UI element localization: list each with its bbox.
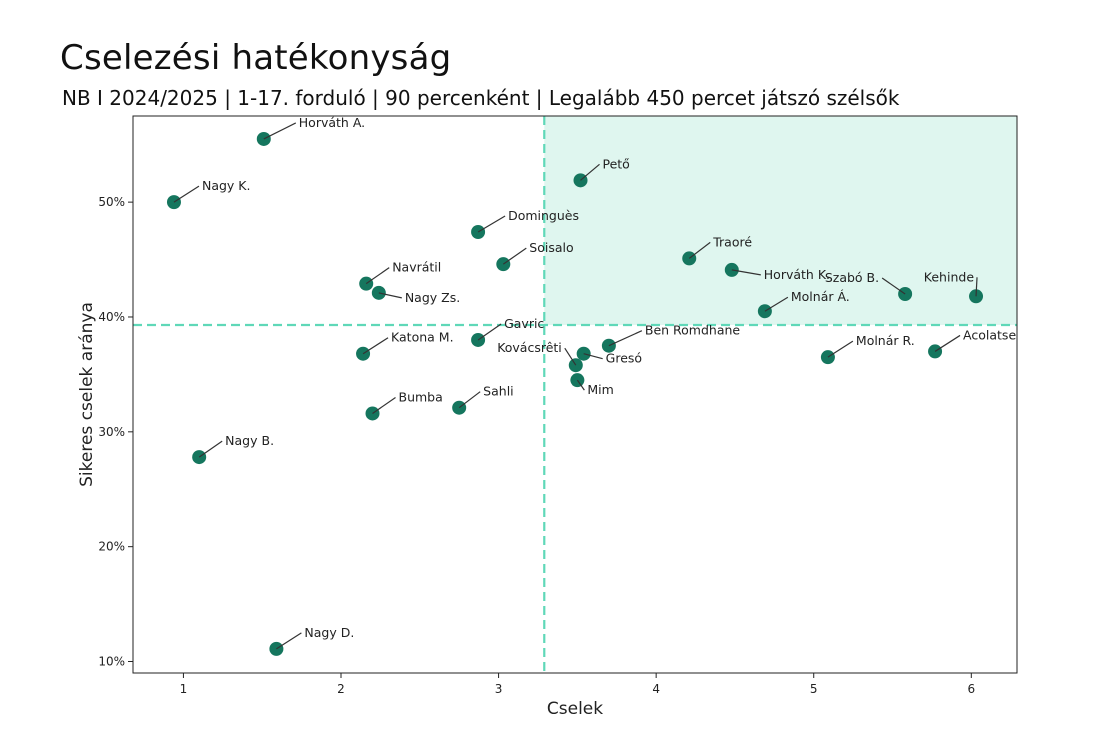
point-label: Pető bbox=[603, 156, 630, 171]
point-label: Bumba bbox=[399, 389, 443, 404]
label-leader-line bbox=[263, 122, 297, 140]
point-label: Acolatse bbox=[963, 327, 1016, 342]
x-tick-label: 4 bbox=[652, 682, 660, 696]
point-label: Sahli bbox=[483, 384, 513, 399]
x-tick-label: 6 bbox=[967, 682, 975, 696]
label-leader-line bbox=[173, 185, 200, 203]
point-label: Katona M. bbox=[391, 330, 454, 345]
label-leader-line bbox=[827, 340, 854, 358]
point-label: Soisalo bbox=[529, 240, 573, 255]
point-label: Horváth A. bbox=[299, 115, 365, 130]
point-label: Ben Romdhane bbox=[645, 323, 741, 338]
label-leader-line bbox=[881, 277, 906, 295]
label-leader-line bbox=[276, 632, 302, 650]
x-tick-label: 3 bbox=[495, 682, 503, 696]
label-leader-line bbox=[934, 334, 961, 352]
point-label: Traoré bbox=[712, 234, 752, 249]
chart-subtitle: NB I 2024/2025 | 1-17. forduló | 90 perc… bbox=[62, 86, 900, 110]
point-label: Horváth K. bbox=[764, 267, 830, 282]
label-leader-line bbox=[576, 379, 585, 391]
label-leader-line bbox=[477, 215, 506, 233]
label-leader-line bbox=[372, 396, 396, 414]
chart-title: Cselezési hatékonyság bbox=[60, 38, 452, 78]
point-label: Nagy Zs. bbox=[405, 290, 460, 305]
x-tick-label: 1 bbox=[180, 682, 188, 696]
x-tick-label: 2 bbox=[337, 682, 345, 696]
label-leader-line bbox=[764, 296, 789, 312]
plot-frame bbox=[132, 115, 1018, 674]
point-label: Gresó bbox=[606, 351, 642, 366]
x-tick-label: 5 bbox=[810, 682, 818, 696]
label-leader-line bbox=[362, 337, 389, 355]
point-label: Dominguès bbox=[508, 208, 579, 223]
point-label: Nagy K. bbox=[202, 178, 251, 193]
label-leader-line bbox=[564, 347, 577, 366]
label-leader-line bbox=[365, 267, 390, 285]
y-tick-label: 40% bbox=[98, 310, 125, 324]
label-leader-line bbox=[458, 391, 481, 409]
point-label: Szabó B. bbox=[825, 270, 879, 285]
point-label: Nagy B. bbox=[225, 433, 274, 448]
highlight-quadrant bbox=[544, 116, 1017, 326]
label-leader-line bbox=[731, 269, 761, 276]
x-axis-label: Cselek bbox=[547, 699, 603, 719]
point-label: Kehinde bbox=[924, 269, 975, 284]
y-tick-label: 30% bbox=[98, 425, 125, 439]
y-tick-label: 50% bbox=[98, 195, 125, 209]
y-tick-label: 20% bbox=[98, 540, 125, 554]
label-leader-line bbox=[608, 330, 643, 347]
point-label: Mim bbox=[587, 382, 613, 397]
point-label: Molnár Á. bbox=[791, 289, 850, 304]
label-leader-line bbox=[378, 292, 402, 299]
label-leader-line bbox=[583, 353, 603, 360]
y-tick-label: 10% bbox=[98, 655, 125, 669]
label-leader-line bbox=[502, 247, 527, 265]
point-label: Molnár R. bbox=[856, 333, 915, 348]
point-label: Gavric bbox=[504, 316, 544, 331]
label-leader-line bbox=[580, 163, 600, 181]
point-label: Navrátil bbox=[392, 260, 441, 275]
point-label: Kovácsrêti bbox=[497, 340, 562, 355]
label-leader-line bbox=[688, 241, 711, 259]
label-leader-line bbox=[477, 323, 502, 341]
label-leader-line bbox=[198, 440, 223, 458]
label-leader-line bbox=[975, 277, 978, 297]
y-axis-label: Sikeres cselek aránya bbox=[77, 302, 97, 487]
point-label: Nagy D. bbox=[304, 625, 354, 640]
